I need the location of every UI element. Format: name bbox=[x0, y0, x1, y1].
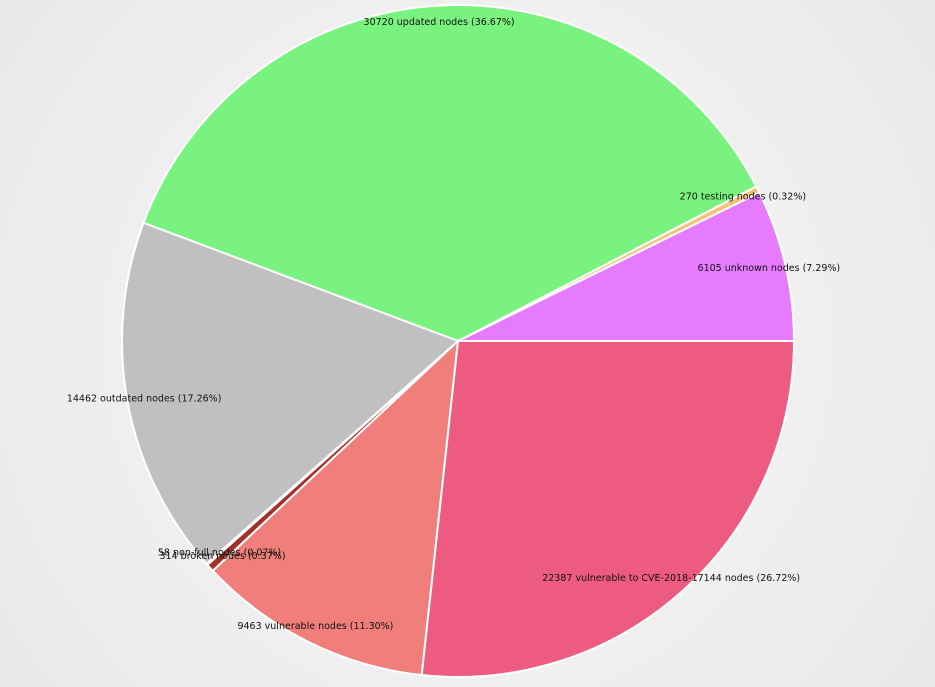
slice-label: 30720 updated nodes (36.67%) bbox=[364, 17, 515, 28]
pie-slice bbox=[211, 338, 460, 677]
slice-label: 58 non-full nodes (0.07%) bbox=[158, 548, 281, 559]
slice-label: 9463 vulnerable nodes (11.30%) bbox=[237, 621, 393, 632]
pie-slice bbox=[142, 4, 758, 343]
pie-slice bbox=[420, 340, 796, 678]
slice-label: 270 testing nodes (0.32%) bbox=[680, 192, 806, 203]
slice-label: 6105 unknown nodes (7.29%) bbox=[698, 263, 841, 274]
slice-label: 14462 outdated nodes (17.26%) bbox=[67, 394, 222, 405]
pie-slice bbox=[457, 191, 796, 342]
pie-slice bbox=[121, 221, 460, 566]
slice-label: 22387 vulnerable to CVE-2018-17144 nodes… bbox=[542, 573, 800, 584]
slice-label: 314 broken nodes (0.37%) bbox=[160, 551, 286, 562]
